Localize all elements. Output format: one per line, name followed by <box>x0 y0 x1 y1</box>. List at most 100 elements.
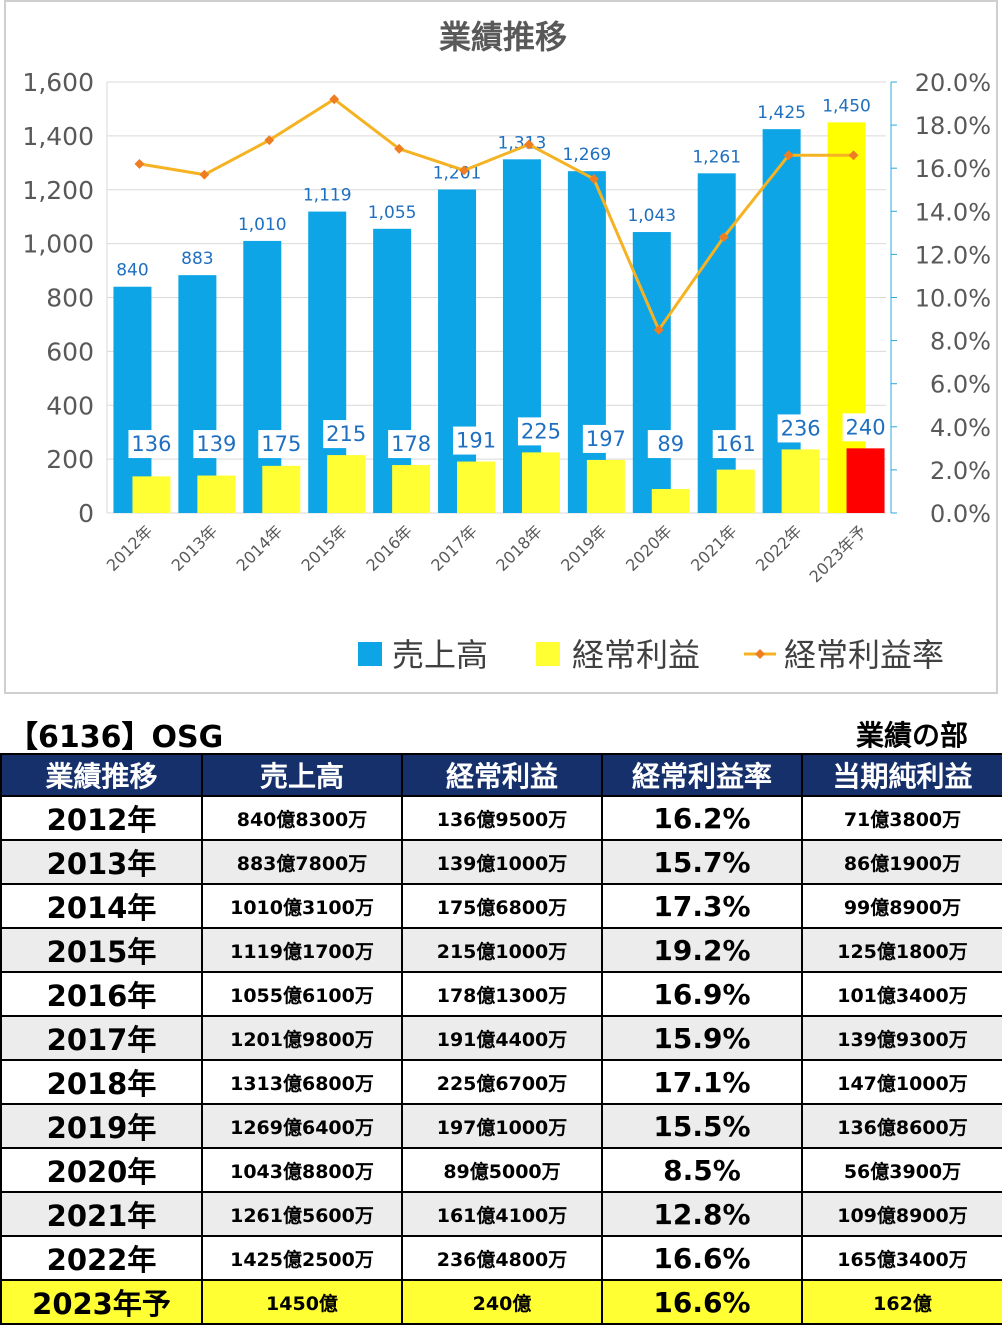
profit-bar <box>586 459 625 513</box>
cell-sales: 1269億6400万 <box>201 1103 403 1149</box>
header-profit-rate: 経常利益率 <box>601 753 803 797</box>
profit-value-label: 136 <box>131 432 171 456</box>
profit-bar <box>197 475 236 513</box>
profit-bar <box>781 449 820 513</box>
sales-value-label: 1,119 <box>303 186 352 206</box>
cell-net-income: 125億1800万 <box>801 927 1002 973</box>
profit-value-label: 215 <box>326 422 366 446</box>
cell-year: 2021年 <box>0 1191 203 1237</box>
sales-value-label: 883 <box>181 249 213 269</box>
cell-net-income: 147億1000万 <box>801 1059 1002 1105</box>
profit-value-label: 139 <box>196 432 236 456</box>
x-tick-label: 2020年 <box>622 521 676 575</box>
table-row: 2023年予 1450億 240億 16.6% 162億 <box>0 1279 1002 1325</box>
cell-ordinary-profit: 89億5000万 <box>401 1147 603 1193</box>
cell-sales: 883億7800万 <box>201 839 403 885</box>
cell-net-income: 101億3400万 <box>801 971 1002 1017</box>
table-row: 2015年 1119億1700万 215億1000万 19.2% 125億1800万 <box>0 927 1002 973</box>
x-tick-label: 2013年 <box>168 521 222 575</box>
y-tick-label-right: 8.0% <box>930 328 991 356</box>
sales-bar <box>438 189 477 513</box>
profit-label-box <box>647 430 694 459</box>
legend-swatch-sales <box>358 642 382 666</box>
y-tick-label-left: 0 <box>78 499 94 528</box>
table-body: 2012年 840億8300万 136億9500万 16.2% 71億3800万 2013… <box>0 795 1002 1325</box>
table-row: 2017年 1201億9800万 191億4400万 15.9% 139億9300万 <box>0 1015 1002 1061</box>
profit-rate-marker <box>653 324 664 335</box>
cell-profit-rate: 16.6% <box>601 1235 803 1281</box>
profit-value-label: 191 <box>456 429 496 453</box>
sales-bar <box>827 122 866 513</box>
cell-year: 2017年 <box>0 1015 203 1061</box>
y-tick-label-right: 2.0% <box>930 457 991 485</box>
ticker-label: 【6136】OSG <box>8 720 224 755</box>
cell-sales: 1055億6100万 <box>201 971 403 1017</box>
cell-net-income: 56億3900万 <box>801 1147 1002 1193</box>
cell-sales: 1313億6800万 <box>201 1059 403 1105</box>
cell-ordinary-profit: 139億1000万 <box>401 839 603 885</box>
profit-rate-marker <box>199 169 210 180</box>
profit-label-box <box>582 424 629 453</box>
table-row: 2021年 1261億5600万 161億4100万 12.8% 109億8900万 <box>0 1191 1002 1237</box>
cell-sales: 1450億 <box>201 1279 403 1325</box>
cell-year: 2022年 <box>0 1235 203 1281</box>
cell-year: 2018年 <box>0 1059 203 1105</box>
y-tick-label-left: 1,600 <box>22 68 94 97</box>
cell-sales: 840億8300万 <box>201 795 403 841</box>
cell-profit-rate: 16.6% <box>601 1279 803 1325</box>
legend-label-rate: 経常利益率 <box>784 636 944 674</box>
profit-label-box <box>842 413 889 442</box>
profit-value-label: 89 <box>657 432 684 456</box>
table-row: 2016年 1055億6100万 178億1300万 16.9% 101億3400万 <box>0 971 1002 1017</box>
profit-label-box <box>517 417 564 446</box>
profit-value-label: 236 <box>781 416 821 440</box>
y-tick-label-left: 1,000 <box>22 230 94 259</box>
x-tick-label: 2021年 <box>687 521 741 575</box>
profit-label-box <box>128 430 175 459</box>
profit-label-box <box>323 420 370 449</box>
performance-chart: 業績推移 0 200 400 600 800 1,000 1,200 1,400 1,600 0.0… <box>22 18 991 674</box>
table-row: 2022年 1425億2500万 236億4800万 16.6% 165億3400万 <box>0 1235 1002 1281</box>
cell-ordinary-profit: 197億1000万 <box>401 1103 603 1149</box>
y-tick-label-left: 1,200 <box>22 176 94 205</box>
cell-year: 2020年 <box>0 1147 203 1193</box>
x-tick-label: 2019年 <box>557 521 611 575</box>
cell-sales: 1010億3100万 <box>201 883 403 929</box>
cell-ordinary-profit: 225億6700万 <box>401 1059 603 1105</box>
header-period: 業績推移 <box>0 753 203 797</box>
cell-sales: 1201億9800万 <box>201 1015 403 1061</box>
sales-value-label: 1,425 <box>757 103 806 123</box>
profit-bar <box>327 455 366 513</box>
table-row: 2012年 840億8300万 136億9500万 16.2% 71億3800万 <box>0 795 1002 841</box>
cell-year: 2012年 <box>0 795 203 841</box>
x-tick-label: 2014年 <box>233 521 287 575</box>
cell-net-income: 136億8600万 <box>801 1103 1002 1149</box>
section-label: 業績の部 <box>855 719 968 752</box>
cell-year: 2016年 <box>0 971 203 1017</box>
header-sales: 売上高 <box>201 753 403 797</box>
cell-profit-rate: 15.5% <box>601 1103 803 1149</box>
profit-bar <box>521 452 560 513</box>
sales-bar <box>762 129 801 513</box>
table-row: 2014年 1010億3100万 175億6800万 17.3% 99億8900万 <box>0 883 1002 929</box>
profit-value-label: 225 <box>521 419 561 443</box>
x-tick-label: 2015年 <box>297 521 351 575</box>
x-tick-label: 2022年 <box>752 521 806 575</box>
table-row: 2019年 1269億6400万 197億1000万 15.5% 136億8600万 <box>0 1103 1002 1149</box>
y-tick-label-right: 16.0% <box>915 155 991 183</box>
cell-net-income: 165億3400万 <box>801 1235 1002 1281</box>
profit-rate-marker <box>394 143 405 154</box>
profit-rate-marker <box>524 139 534 150</box>
sales-value-label: 1,010 <box>238 215 287 235</box>
y-tick-label-left: 400 <box>46 391 94 420</box>
sales-value-label: 1,043 <box>627 206 676 226</box>
profit-rate-marker <box>134 158 145 169</box>
table-header: 業績推移 売上高 経常利益 経常利益率 当期純利益 <box>0 753 1002 797</box>
sales-value-label: 1,450 <box>822 96 871 116</box>
y-tick-label-right: 6.0% <box>930 371 991 399</box>
legend-label-profit: 経常利益 <box>572 636 700 674</box>
profit-rate-line <box>139 97 854 333</box>
profit-value-label: 240 <box>845 415 885 439</box>
profit-bar <box>457 461 496 513</box>
profit-label-box <box>453 426 500 455</box>
